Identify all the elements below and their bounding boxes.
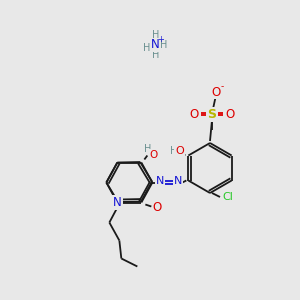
Text: H: H [152,30,160,40]
Text: H: H [152,50,160,60]
Text: H: H [170,146,177,157]
Text: +: + [158,34,164,43]
Text: N: N [174,176,182,187]
Text: H: H [160,40,168,50]
Text: N: N [151,38,159,52]
Text: O: O [153,201,162,214]
Text: O: O [189,107,199,121]
Text: O: O [149,149,158,160]
Text: H: H [144,143,151,154]
Text: H: H [143,43,151,53]
Text: O: O [175,146,184,157]
Text: N: N [156,176,164,187]
Text: O: O [225,107,235,121]
Text: S: S [208,107,217,121]
Text: Cl: Cl [223,192,233,202]
Text: O: O [212,85,220,98]
Text: -: - [220,82,224,91]
Text: N: N [113,196,122,209]
